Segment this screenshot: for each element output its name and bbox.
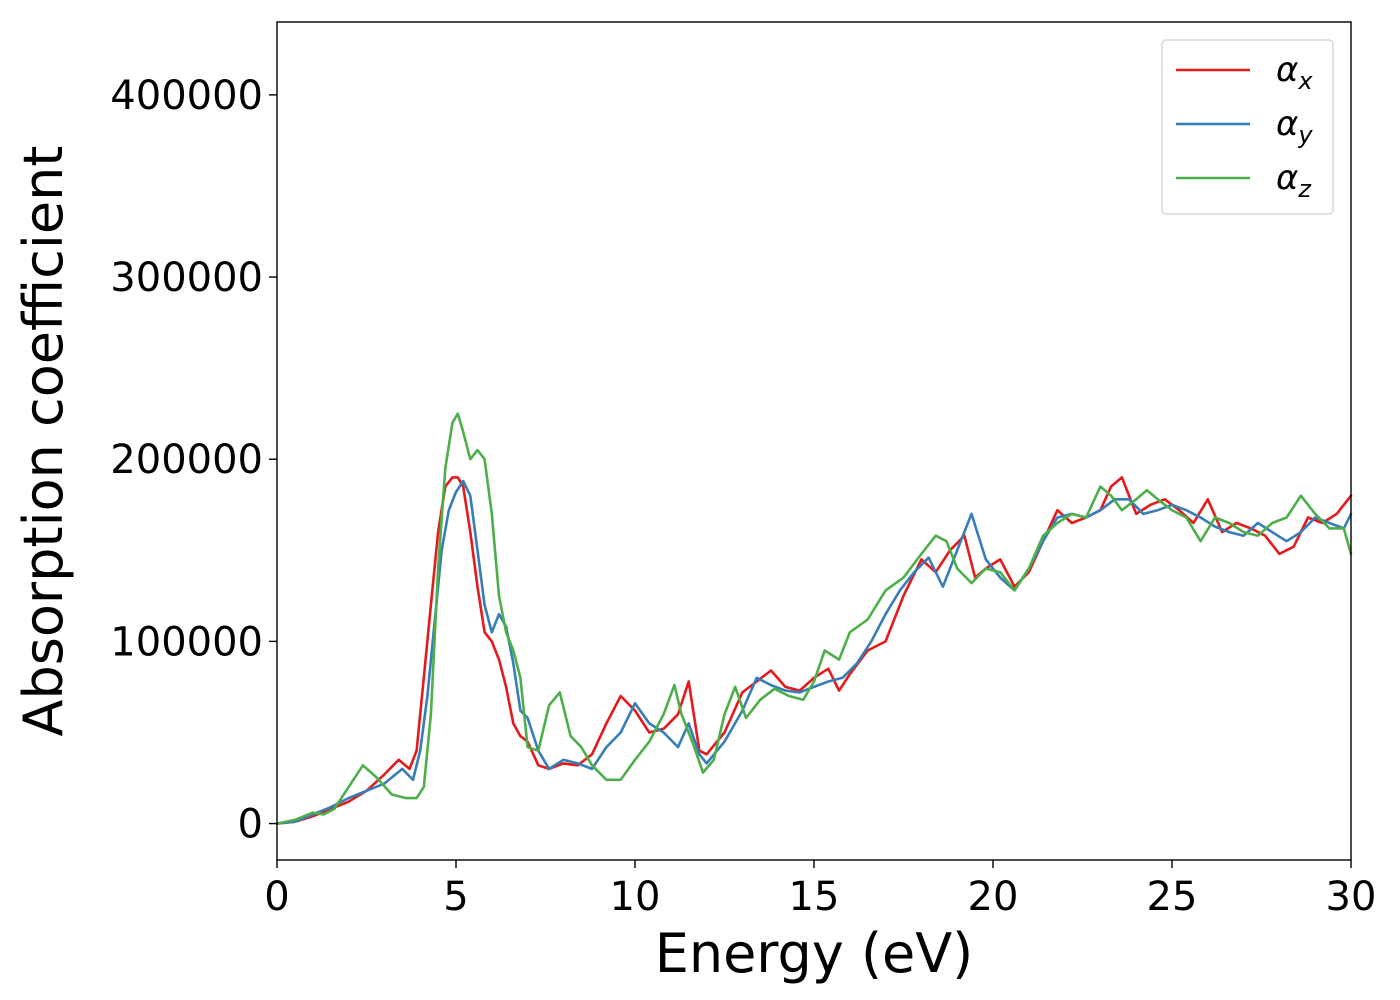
x-tick-label: 10 [610,874,661,920]
x-tick-label: 0 [264,874,289,920]
y-tick-label: 400000 [110,73,263,119]
y-tick-label: 200000 [110,437,263,483]
y-axis: 0 100000 200000 300000 400000 [110,73,277,848]
y-tick-label: 300000 [110,255,263,301]
legend-box [1161,39,1334,215]
x-axis-title: Energy (eV) [655,922,974,985]
x-tick-label: 20 [968,874,1019,920]
y-axis-title: Absorption coefficient [12,146,75,737]
x-axis: 0 5 10 15 20 25 30 [264,860,1376,920]
y-tick-label: 0 [238,802,263,848]
series-line-z [275,412,1353,825]
x-tick-label: 25 [1147,874,1198,920]
series-line-x [275,476,1353,825]
series-layer [275,412,1353,825]
y-tick-label: 100000 [110,619,263,665]
x-tick-label: 5 [443,874,468,920]
x-tick-label: 30 [1326,874,1377,920]
series-line-y [275,479,1353,825]
x-tick-label: 15 [789,874,840,920]
